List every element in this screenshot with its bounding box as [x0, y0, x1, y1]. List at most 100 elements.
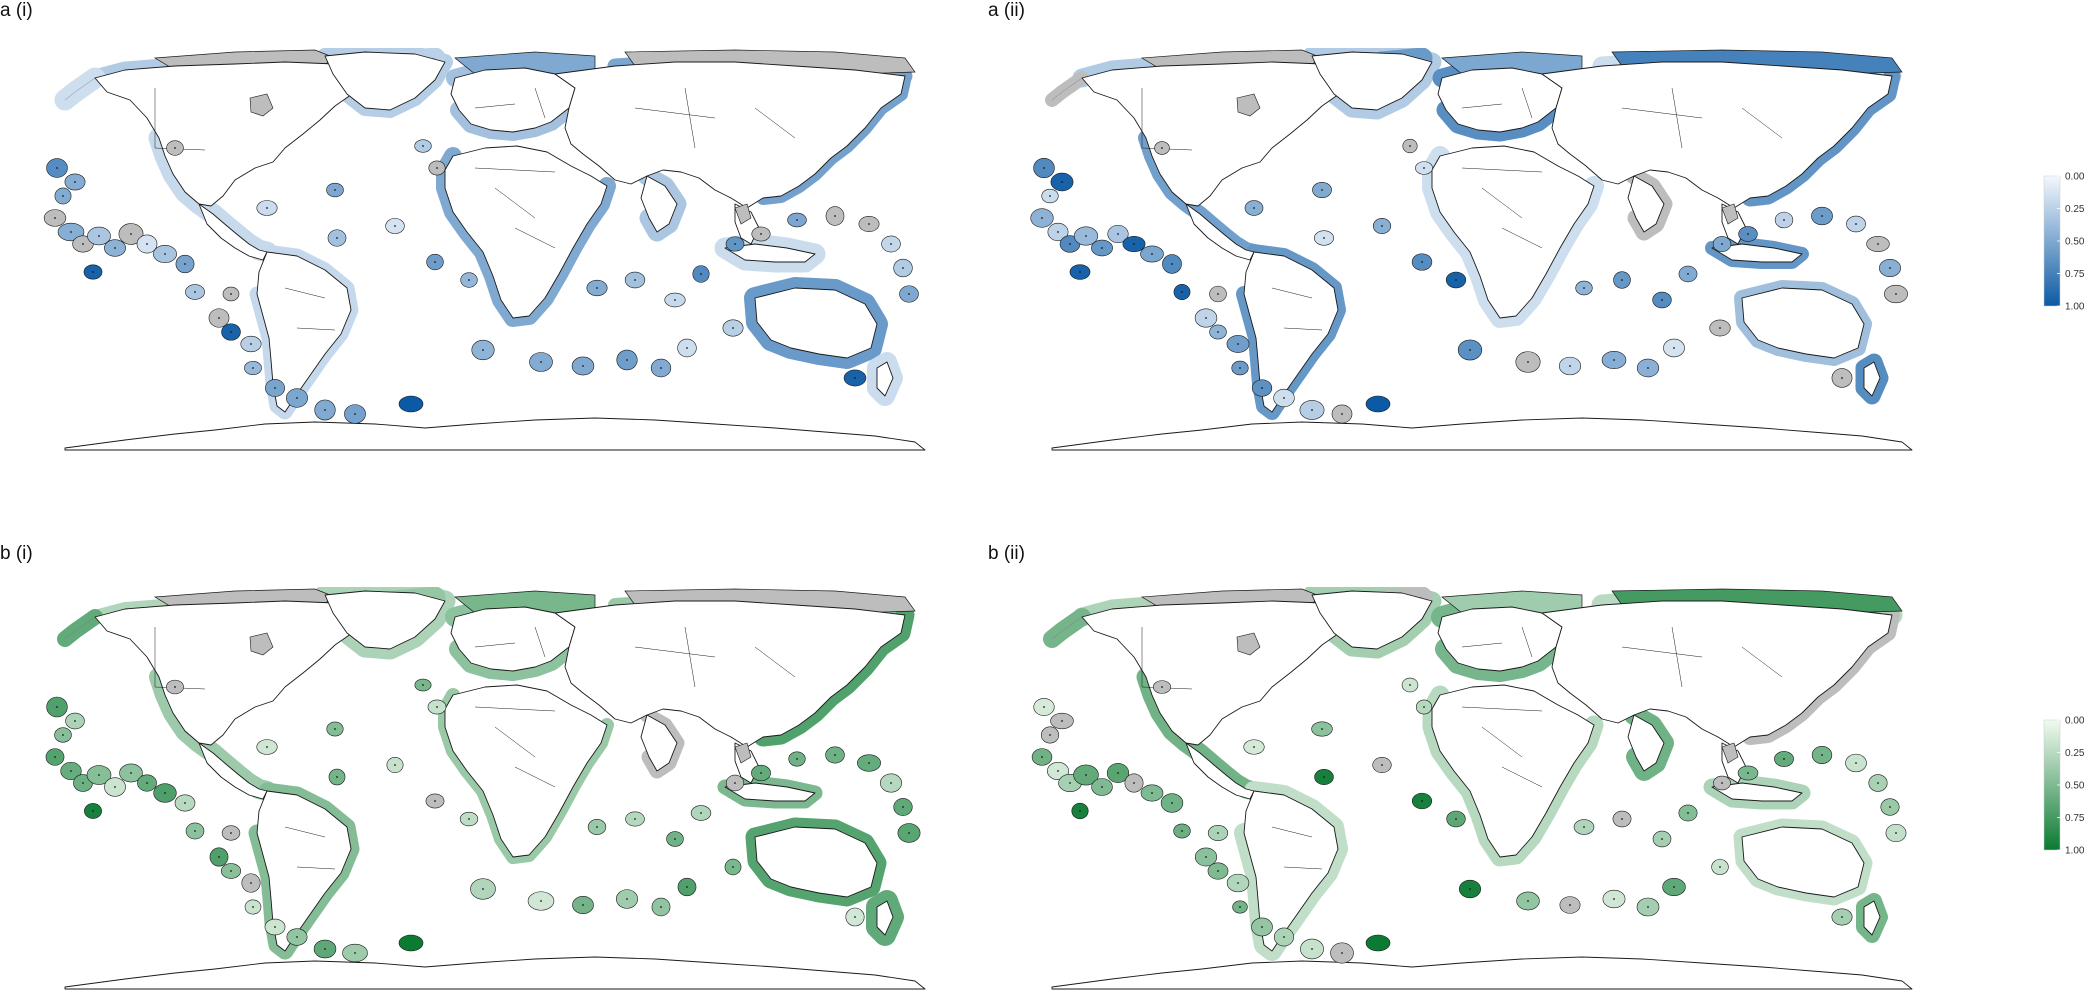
no-data-region: [1721, 742, 1739, 764]
panel-label-b-ii: b (ii): [988, 543, 1025, 564]
island-dot: [660, 906, 662, 908]
landmass-greenland: [324, 590, 446, 650]
island-dot: [1085, 774, 1087, 776]
island-dot: [334, 728, 336, 730]
island-dot: [54, 756, 56, 758]
country-border: [1283, 327, 1323, 331]
country-border: [1481, 726, 1523, 758]
island-dot: [354, 952, 356, 954]
landmass-centralAmerica: [198, 203, 268, 261]
no-data-region: [1236, 93, 1261, 117]
panel-label-a-i: a (i): [0, 0, 33, 21]
island-dot: [1069, 243, 1071, 245]
island-dot: [74, 181, 76, 183]
island-dot: [354, 413, 356, 415]
island-dot: [1409, 684, 1411, 686]
eez-band-edge: [1051, 616, 1083, 640]
island-eez-group: [1030, 138, 1908, 424]
island-dot: [1079, 810, 1081, 812]
country-border: [514, 766, 556, 788]
landmass-africa: [1431, 684, 1595, 858]
country-border: [1271, 287, 1313, 299]
island-dot: [62, 195, 64, 197]
island-dot: [1719, 327, 1721, 329]
island-dot: [434, 261, 436, 263]
island-dot: [1133, 243, 1135, 245]
island-dot: [1321, 728, 1323, 730]
island-dot: [890, 243, 892, 245]
island-dot: [146, 782, 148, 784]
island-dot: [482, 888, 484, 890]
country-border: [1521, 626, 1533, 658]
island-dot: [634, 279, 636, 281]
island-dot: [266, 207, 268, 209]
island-dot: [274, 387, 276, 389]
island-dot: [1673, 886, 1675, 888]
island-dot: [252, 367, 254, 369]
country-border: [1671, 87, 1683, 149]
island-eez-high: [398, 934, 424, 952]
country-border: [494, 726, 536, 758]
island-dot: [1647, 367, 1649, 369]
country-border: [754, 107, 796, 139]
map-panel-b-i: [45, 587, 926, 990]
island-dot: [1527, 361, 1529, 363]
island-dot: [1469, 888, 1471, 890]
landmass-africa: [444, 145, 608, 319]
island-dot: [1217, 832, 1219, 834]
country-border: [1501, 227, 1543, 249]
landmass-northAmerica: [94, 600, 366, 746]
island-dot: [1133, 782, 1135, 784]
no-data-region: [249, 632, 274, 656]
island-dot: [54, 217, 56, 219]
landmass-antarctica: [1051, 417, 1913, 451]
island-dot: [62, 734, 64, 736]
country-border: [474, 103, 516, 109]
island-dot: [1237, 343, 1239, 345]
landmass-antarctica: [64, 956, 926, 990]
island-dot: [1069, 782, 1071, 784]
land: [64, 590, 926, 990]
landmass-nz: [1863, 361, 1881, 397]
island-dot: [1205, 856, 1207, 858]
island-dot: [1261, 926, 1263, 928]
landmass-asia: [1541, 600, 1893, 748]
landmass-australia: [754, 287, 878, 359]
island-dot: [146, 243, 148, 245]
island-dot: [74, 720, 76, 722]
island-dot: [194, 830, 196, 832]
landmass-europe: [450, 67, 576, 133]
island-dot: [1661, 838, 1663, 840]
country-border: [634, 107, 716, 119]
island-dot: [1687, 812, 1689, 814]
island-dot: [1079, 271, 1081, 273]
island-dot: [1341, 952, 1343, 954]
country-border: [684, 626, 696, 688]
island-dot: [1323, 237, 1325, 239]
island-dot: [1877, 243, 1879, 245]
island-dot: [1117, 772, 1119, 774]
island-dot: [854, 377, 856, 379]
island-dot: [230, 870, 232, 872]
island-dot: [1057, 770, 1059, 772]
eez-band-edge: [1051, 77, 1083, 101]
landmass-centralAmerica: [1185, 203, 1255, 261]
country-border: [534, 626, 546, 658]
colorbar-tick-label: 1.00: [2065, 846, 2085, 857]
island-dot: [56, 706, 58, 708]
island-dot: [1721, 243, 1723, 245]
island-dot: [1253, 746, 1255, 748]
island-dot: [324, 948, 326, 950]
island-dot: [1057, 231, 1059, 233]
island-dot: [1041, 756, 1043, 758]
island-dot: [1673, 347, 1675, 349]
island-dot: [70, 231, 72, 233]
island-dot: [1181, 830, 1183, 832]
island-dot: [82, 243, 84, 245]
island-dot: [596, 287, 598, 289]
map-panel-a-i: [43, 48, 926, 451]
island-dot: [1469, 349, 1471, 351]
island-dot: [674, 838, 676, 840]
island-dot: [1613, 898, 1615, 900]
